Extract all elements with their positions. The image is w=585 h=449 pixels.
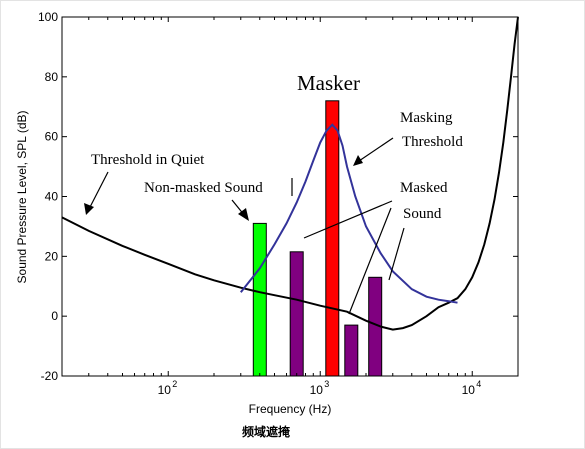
- y-ticks: -20 0 20 40 60 80 100: [38, 10, 518, 383]
- x-ticks: 10 2 10 3 10 4: [61, 17, 519, 397]
- bar-non-masked-0: [252, 222, 267, 377]
- annotation-arrowheads: [84, 155, 363, 221]
- x-tick-exponent-2: 4: [476, 379, 481, 389]
- quiet-pointer-line: [87, 171, 109, 212]
- bar-masker-2: [325, 100, 340, 377]
- y-axis-label: Sound Pressure Level, SPL (dB): [15, 111, 29, 284]
- masked-pointer-line-a: [303, 200, 393, 239]
- y-tick-label-3: 40: [45, 190, 59, 204]
- masker-label: Masker: [297, 71, 360, 95]
- threshold-in-quiet-label: Threshold in Quiet: [91, 152, 205, 168]
- bar-masked-3: [344, 324, 359, 377]
- threshold-in-quiet-curve: [61, 16, 519, 331]
- y-tick-label-6: 100: [38, 10, 58, 24]
- y-tick-label-0: -20: [41, 369, 59, 383]
- y-tick-label-2: 20: [45, 249, 59, 263]
- x-tick-label-1: 10: [310, 383, 324, 397]
- x-tick-exponent-1: 3: [324, 379, 329, 389]
- x-axis-label: Frequency (Hz): [249, 402, 332, 416]
- x-tick-exponent-0: 2: [172, 379, 177, 389]
- masking-threshold-label-line2: Threshold: [402, 134, 463, 150]
- x-tick-label-2: 10: [462, 383, 476, 397]
- masking-threshold-curve: [240, 123, 458, 304]
- masking-threshold-label-line1: Masking: [400, 110, 453, 126]
- masked-sound-label-line1: Masked: [400, 180, 448, 196]
- masking-arrowhead: [353, 155, 363, 166]
- non-masked-arrowhead: [238, 208, 249, 221]
- non-masked-sound-label: Non-masked Sound: [144, 180, 263, 196]
- masked-sound-label-line2: Sound: [403, 206, 442, 222]
- quiet-arrowhead: [84, 203, 94, 215]
- y-tick-label-1: 0: [51, 309, 58, 323]
- x-tick-label-0: 10: [158, 383, 172, 397]
- figure-caption: 频域遮掩: [242, 424, 291, 439]
- masked-pointer-line-b: [348, 207, 392, 315]
- y-tick-label-5: 80: [45, 70, 59, 84]
- masked-pointer-line-c: [388, 227, 405, 281]
- y-tick-label-4: 60: [45, 130, 59, 144]
- masking-pointer-line: [355, 137, 394, 164]
- bar-masked-1: [289, 251, 304, 377]
